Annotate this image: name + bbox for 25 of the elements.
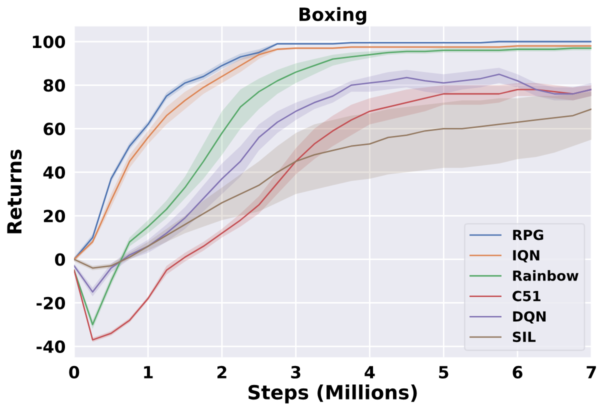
y-tick-label: 100: [32, 36, 66, 48]
chart-title: Boxing: [300, 7, 366, 25]
x-tick-label: 4: [364, 366, 375, 378]
y-tick-label: 60: [44, 122, 66, 136]
y-tick-label: -40: [36, 340, 66, 353]
y-tick-label: 80: [44, 79, 66, 92]
legend-label: SIL: [512, 332, 536, 342]
x-tick-label: 6: [512, 366, 522, 379]
y-tick-label: 20: [44, 210, 66, 222]
legend-label: Rainbow: [513, 270, 578, 281]
x-tick-label: 7: [586, 366, 596, 378]
legend-label: C51: [512, 290, 540, 302]
x-tick-label: 3: [291, 366, 300, 379]
y-axis-title: Returns: [7, 150, 22, 234]
y-tick-label: 0: [55, 253, 66, 266]
x-axis-title: Steps (Millions): [248, 384, 417, 404]
x-tick-label: 5: [439, 366, 448, 379]
legend-label: RPG: [513, 230, 544, 240]
x-tick-label: 2: [217, 366, 226, 378]
x-tick-label: 1: [144, 366, 153, 378]
x-tick-label: 0: [69, 366, 80, 379]
y-tick-label: 40: [43, 166, 66, 179]
legend-label: IQN: [513, 250, 540, 262]
legend-label: DQN: [513, 311, 546, 324]
y-tick-label: -20: [36, 296, 66, 310]
